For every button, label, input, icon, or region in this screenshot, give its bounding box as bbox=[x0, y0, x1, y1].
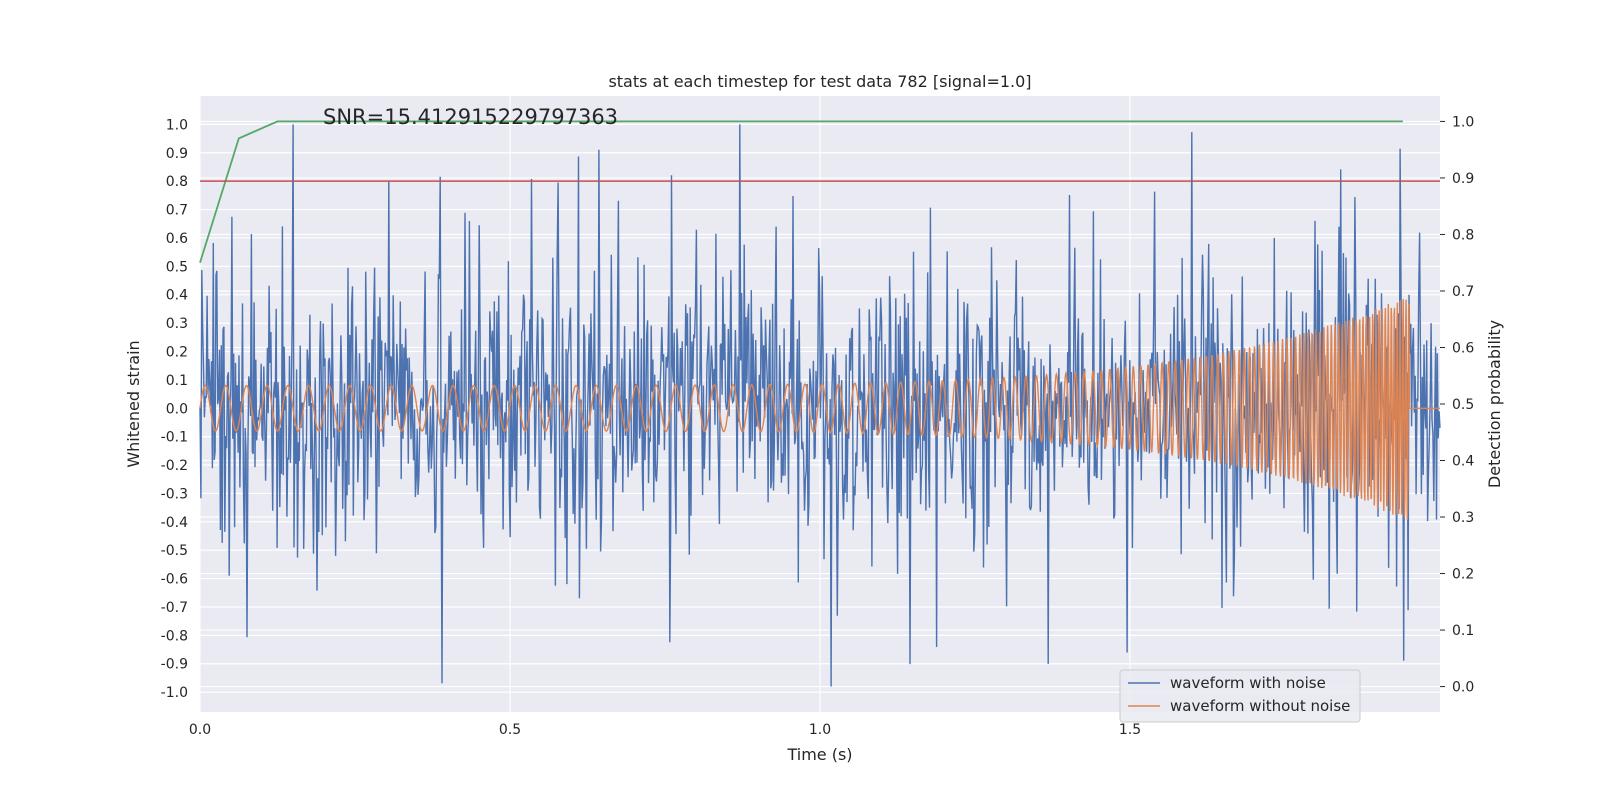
y-tick-label: 0.7 bbox=[166, 203, 188, 219]
x-axis-label: Time (s) bbox=[786, 745, 852, 764]
y-tick-label: 0.8 bbox=[166, 174, 188, 190]
axis-ticks: 0.0 0.5 1.0 1.5 -1.0 -0.9 -0.8 -0.7 -0.6 -0.5 -0.4… bbox=[161, 114, 1475, 738]
y2-tick-label: 0.6 bbox=[1452, 340, 1474, 356]
y-tick-label: -0.9 bbox=[161, 657, 188, 673]
y2-tick-label: 0.2 bbox=[1452, 567, 1474, 583]
y-tick-label: -0.4 bbox=[161, 515, 188, 531]
waveform-with-noise-line bbox=[199, 124, 1441, 687]
y-tick-label: 0.3 bbox=[166, 316, 188, 332]
detection-probability-line bbox=[199, 120, 1403, 263]
y-tick-label: -0.3 bbox=[161, 486, 188, 502]
snr-annotation: SNR=15.412915229797363 bbox=[323, 105, 618, 129]
legend-box bbox=[1119, 669, 1361, 723]
y2-tick-label: 0.1 bbox=[1452, 623, 1474, 639]
y-tick-label: -0.1 bbox=[161, 430, 188, 446]
y2-tick-label: 0.7 bbox=[1452, 284, 1474, 300]
x-tick-label: 1.0 bbox=[809, 722, 831, 738]
y2-tick-label: 0.4 bbox=[1452, 454, 1474, 470]
legend-label-clean: waveform without noise bbox=[1170, 697, 1350, 715]
y2-tick-label: 0.8 bbox=[1452, 227, 1474, 243]
waveform-without-noise-line bbox=[199, 299, 1440, 521]
y-axis-label: Whitened strain bbox=[124, 340, 143, 467]
y2-tick-label: 0.5 bbox=[1452, 397, 1474, 413]
x-tick-label: 0.0 bbox=[189, 722, 211, 738]
legend: waveform with noise waveform without noi… bbox=[1119, 669, 1361, 723]
y-tick-label: 1.0 bbox=[166, 117, 188, 133]
y-tick-label: -0.6 bbox=[161, 572, 188, 588]
y2-tick-label: 0.9 bbox=[1452, 171, 1474, 187]
x-tick-label: 0.5 bbox=[499, 722, 521, 738]
y-tick-label: 0.4 bbox=[166, 288, 188, 304]
y-tick-label: 0.2 bbox=[166, 344, 188, 360]
y-tick-label: -0.2 bbox=[161, 458, 188, 474]
chart-title: stats at each timestep for test data 782… bbox=[608, 72, 1031, 91]
y2-tick-label: 0.0 bbox=[1452, 680, 1474, 696]
y-tick-label: -0.5 bbox=[161, 543, 188, 559]
y2-axis-label: Detection probability bbox=[1485, 320, 1504, 488]
legend-label-noise: waveform with noise bbox=[1170, 674, 1326, 692]
y-tick-label: -0.7 bbox=[161, 600, 188, 616]
y-tick-label: -0.8 bbox=[161, 628, 188, 644]
y-tick-label: 0.1 bbox=[166, 373, 188, 389]
plot-area bbox=[199, 120, 1441, 687]
y2-tick-label: 1.0 bbox=[1452, 114, 1474, 130]
y2-tick-label: 0.3 bbox=[1452, 510, 1474, 526]
y-tick-label: 0.5 bbox=[166, 259, 188, 275]
y-tick-label: 0.0 bbox=[166, 401, 188, 417]
y-tick-label: 0.6 bbox=[166, 231, 188, 247]
y-tick-label: -1.0 bbox=[161, 685, 188, 701]
y-tick-label: 0.9 bbox=[166, 146, 188, 162]
x-tick-label: 1.5 bbox=[1119, 722, 1141, 738]
